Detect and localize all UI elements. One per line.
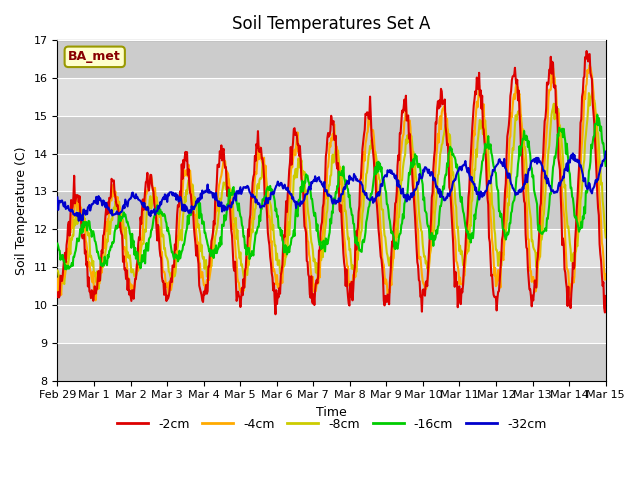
Bar [58,78,605,116]
Bar [58,343,605,381]
Bar [58,267,605,305]
Text: BA_met: BA_met [68,50,121,63]
Bar [58,40,605,78]
Bar [58,229,605,267]
X-axis label: Time: Time [316,406,347,419]
Title: Soil Temperatures Set A: Soil Temperatures Set A [232,15,431,33]
Bar [58,192,605,229]
Bar [58,305,605,343]
Bar [58,116,605,154]
Y-axis label: Soil Temperature (C): Soil Temperature (C) [15,146,28,275]
Bar [58,154,605,192]
Legend: -2cm, -4cm, -8cm, -16cm, -32cm: -2cm, -4cm, -8cm, -16cm, -32cm [112,413,551,436]
